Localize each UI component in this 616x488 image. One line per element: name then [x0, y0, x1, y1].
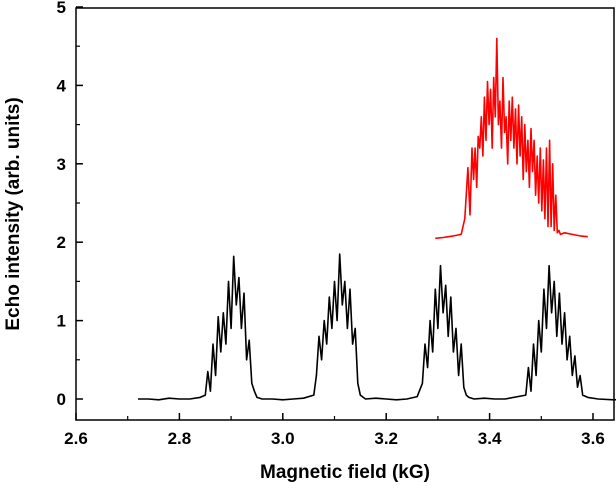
- y-tick-label: 4: [57, 76, 67, 95]
- x-tick-label: 3.6: [581, 429, 605, 448]
- series-line-1: [138, 253, 616, 401]
- x-tick-label: 2.8: [168, 429, 192, 448]
- y-tick-label: 1: [57, 312, 66, 331]
- axis-ticks: 2.62.83.03.23.43.63.8012345: [57, 0, 605, 448]
- x-tick-label: 2.6: [64, 429, 88, 448]
- y-tick-label: 5: [57, 0, 66, 17]
- plot-frame: [75, 7, 615, 421]
- series-line-0: [435, 37, 588, 240]
- x-tick-label: 3.4: [478, 429, 502, 448]
- x-tick-label: 3.2: [374, 429, 398, 448]
- y-tick-label: 0: [57, 390, 66, 409]
- y-tick-label: 2: [57, 233, 66, 252]
- series-layer: [138, 37, 616, 401]
- x-tick-label: 3.0: [271, 429, 295, 448]
- y-axis-title: Echo intensity (arb. units): [3, 97, 24, 330]
- y-tick-label: 3: [57, 155, 66, 174]
- x-axis-title: Magnetic field (kG): [260, 462, 430, 483]
